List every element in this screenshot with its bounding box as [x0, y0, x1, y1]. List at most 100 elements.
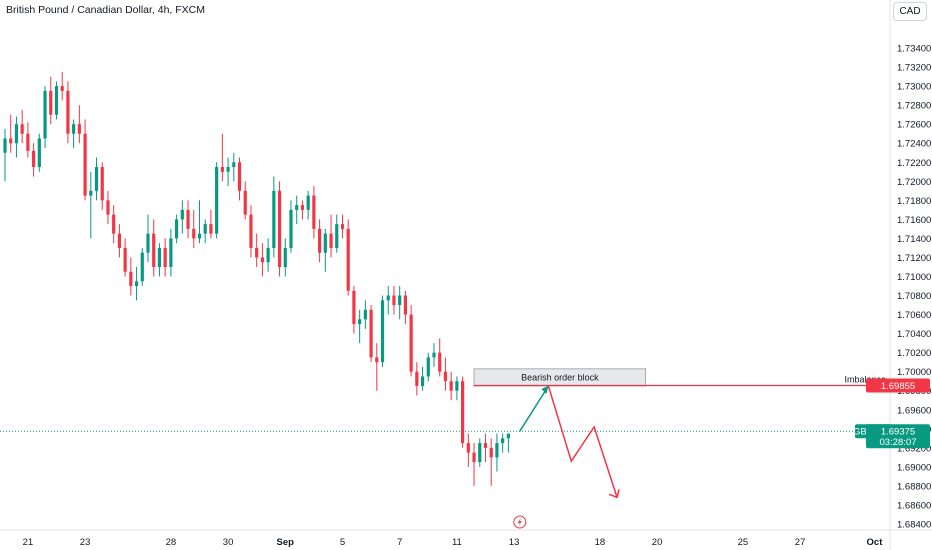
y-tick-label: 1.73200 — [897, 63, 931, 74]
order-block-label: Bearish order block — [521, 372, 599, 382]
candle-body — [501, 438, 505, 444]
candle-body — [209, 224, 213, 234]
x-tick-label: 21 — [23, 537, 34, 548]
candle-body — [186, 209, 190, 229]
candle-body — [495, 443, 499, 458]
candle-body — [420, 376, 425, 386]
y-tick-label: 1.71400 — [897, 234, 931, 245]
y-tick-label: 1.70600 — [897, 310, 931, 321]
y-tick-label: 1.68600 — [897, 500, 931, 511]
candle-body — [60, 86, 64, 91]
x-tick-label: 30 — [223, 537, 234, 548]
candle-body — [134, 281, 139, 287]
projection-down-line — [547, 385, 618, 498]
candle-body — [14, 124, 19, 144]
candle-body — [43, 90, 47, 139]
y-tick-label: 1.72200 — [897, 158, 931, 169]
candle-body — [66, 90, 70, 134]
y-tick-label: 1.71000 — [897, 272, 931, 283]
y-tick-label: 1.72600 — [897, 120, 931, 131]
candle-body — [32, 150, 36, 168]
candle-body — [106, 200, 110, 215]
candle-body — [455, 381, 459, 391]
candle-body — [415, 371, 419, 386]
candle-body — [37, 138, 41, 168]
candle-body — [369, 309, 373, 358]
projection-down-arrowhead — [608, 489, 620, 499]
candle-body — [272, 190, 276, 248]
candle-body — [300, 205, 305, 210]
candle-body — [94, 167, 99, 191]
x-tick-label: 7 — [397, 537, 402, 548]
projection-up-line — [519, 385, 550, 432]
candle-body — [232, 162, 236, 168]
y-tick-label: 1.69200 — [897, 443, 931, 454]
candle-body — [506, 433, 510, 439]
y-tick-label: 1.71600 — [897, 215, 931, 226]
candle-body — [335, 224, 339, 248]
candle-body — [226, 167, 230, 172]
candle-body — [409, 314, 413, 372]
y-tick-label: 1.71800 — [897, 196, 931, 207]
y-tick-label: 1.69000 — [897, 462, 931, 473]
currency-button[interactable]: CAD — [893, 2, 927, 21]
candle-body — [312, 195, 316, 229]
imbalance-tag-box — [866, 378, 930, 393]
y-tick-label: 1.70400 — [897, 329, 931, 340]
candle-body — [163, 247, 167, 267]
y-tick-label: 1.70000 — [897, 367, 931, 378]
candle-body — [375, 357, 379, 363]
candle-body — [169, 238, 173, 267]
x-tick-label: 28 — [166, 537, 177, 548]
candle-body — [432, 352, 436, 358]
event-marker[interactable] — [513, 515, 527, 529]
chart-title: British Pound / Canadian Dollar, 4h, FXC… — [6, 4, 206, 16]
y-tick-label: 1.73400 — [897, 44, 931, 55]
x-axis: 21 23 28 30 Sep 5 7 11 13 18 20 25 27 Oct — [23, 537, 884, 548]
projection-up-arrowhead — [541, 385, 549, 394]
x-tick-label: Oct — [867, 537, 884, 548]
candle-body — [100, 167, 104, 201]
candle-body — [77, 124, 81, 134]
candle-body — [392, 295, 396, 306]
candle-body — [72, 124, 76, 134]
x-tick-label: 23 — [80, 537, 91, 548]
candle-body — [466, 443, 470, 453]
candle-body — [483, 443, 488, 448]
imbalance-label: Imbalance — [844, 374, 886, 384]
candle-body — [340, 224, 345, 229]
candle-body — [478, 443, 482, 463]
candle-body — [358, 319, 362, 325]
candles — [3, 71, 510, 486]
candle-body — [175, 219, 179, 239]
x-tick-label: 11 — [452, 537, 462, 548]
candle-body — [363, 309, 367, 320]
current-price-tag-value: 1.69375 — [881, 427, 915, 438]
y-tick-label: 1.69600 — [897, 405, 931, 416]
countdown-label: 03:28:07 — [880, 437, 917, 448]
candle-body — [49, 90, 53, 115]
y-tick-label: 1.73000 — [897, 82, 931, 93]
y-tick-label: 1.72400 — [897, 139, 931, 150]
candle-body — [380, 300, 385, 363]
candle-body — [140, 252, 144, 282]
candle-body — [117, 233, 121, 248]
candle-body — [83, 133, 87, 196]
candle-body — [352, 290, 356, 325]
candle-body — [403, 295, 407, 315]
candle-body — [443, 371, 448, 382]
x-tick-label: 5 — [340, 537, 345, 548]
candle-body — [3, 138, 7, 153]
candle-body — [20, 124, 24, 134]
candle-body — [306, 195, 310, 210]
candle-body — [346, 228, 350, 291]
y-tick-label: 1.70800 — [897, 291, 931, 302]
candle-body — [255, 247, 259, 258]
candle-body — [398, 295, 402, 306]
y-tick-label: 1.68800 — [897, 481, 931, 492]
lightning-icon — [517, 518, 522, 526]
candle-body — [180, 209, 184, 220]
candle-body — [426, 357, 430, 377]
